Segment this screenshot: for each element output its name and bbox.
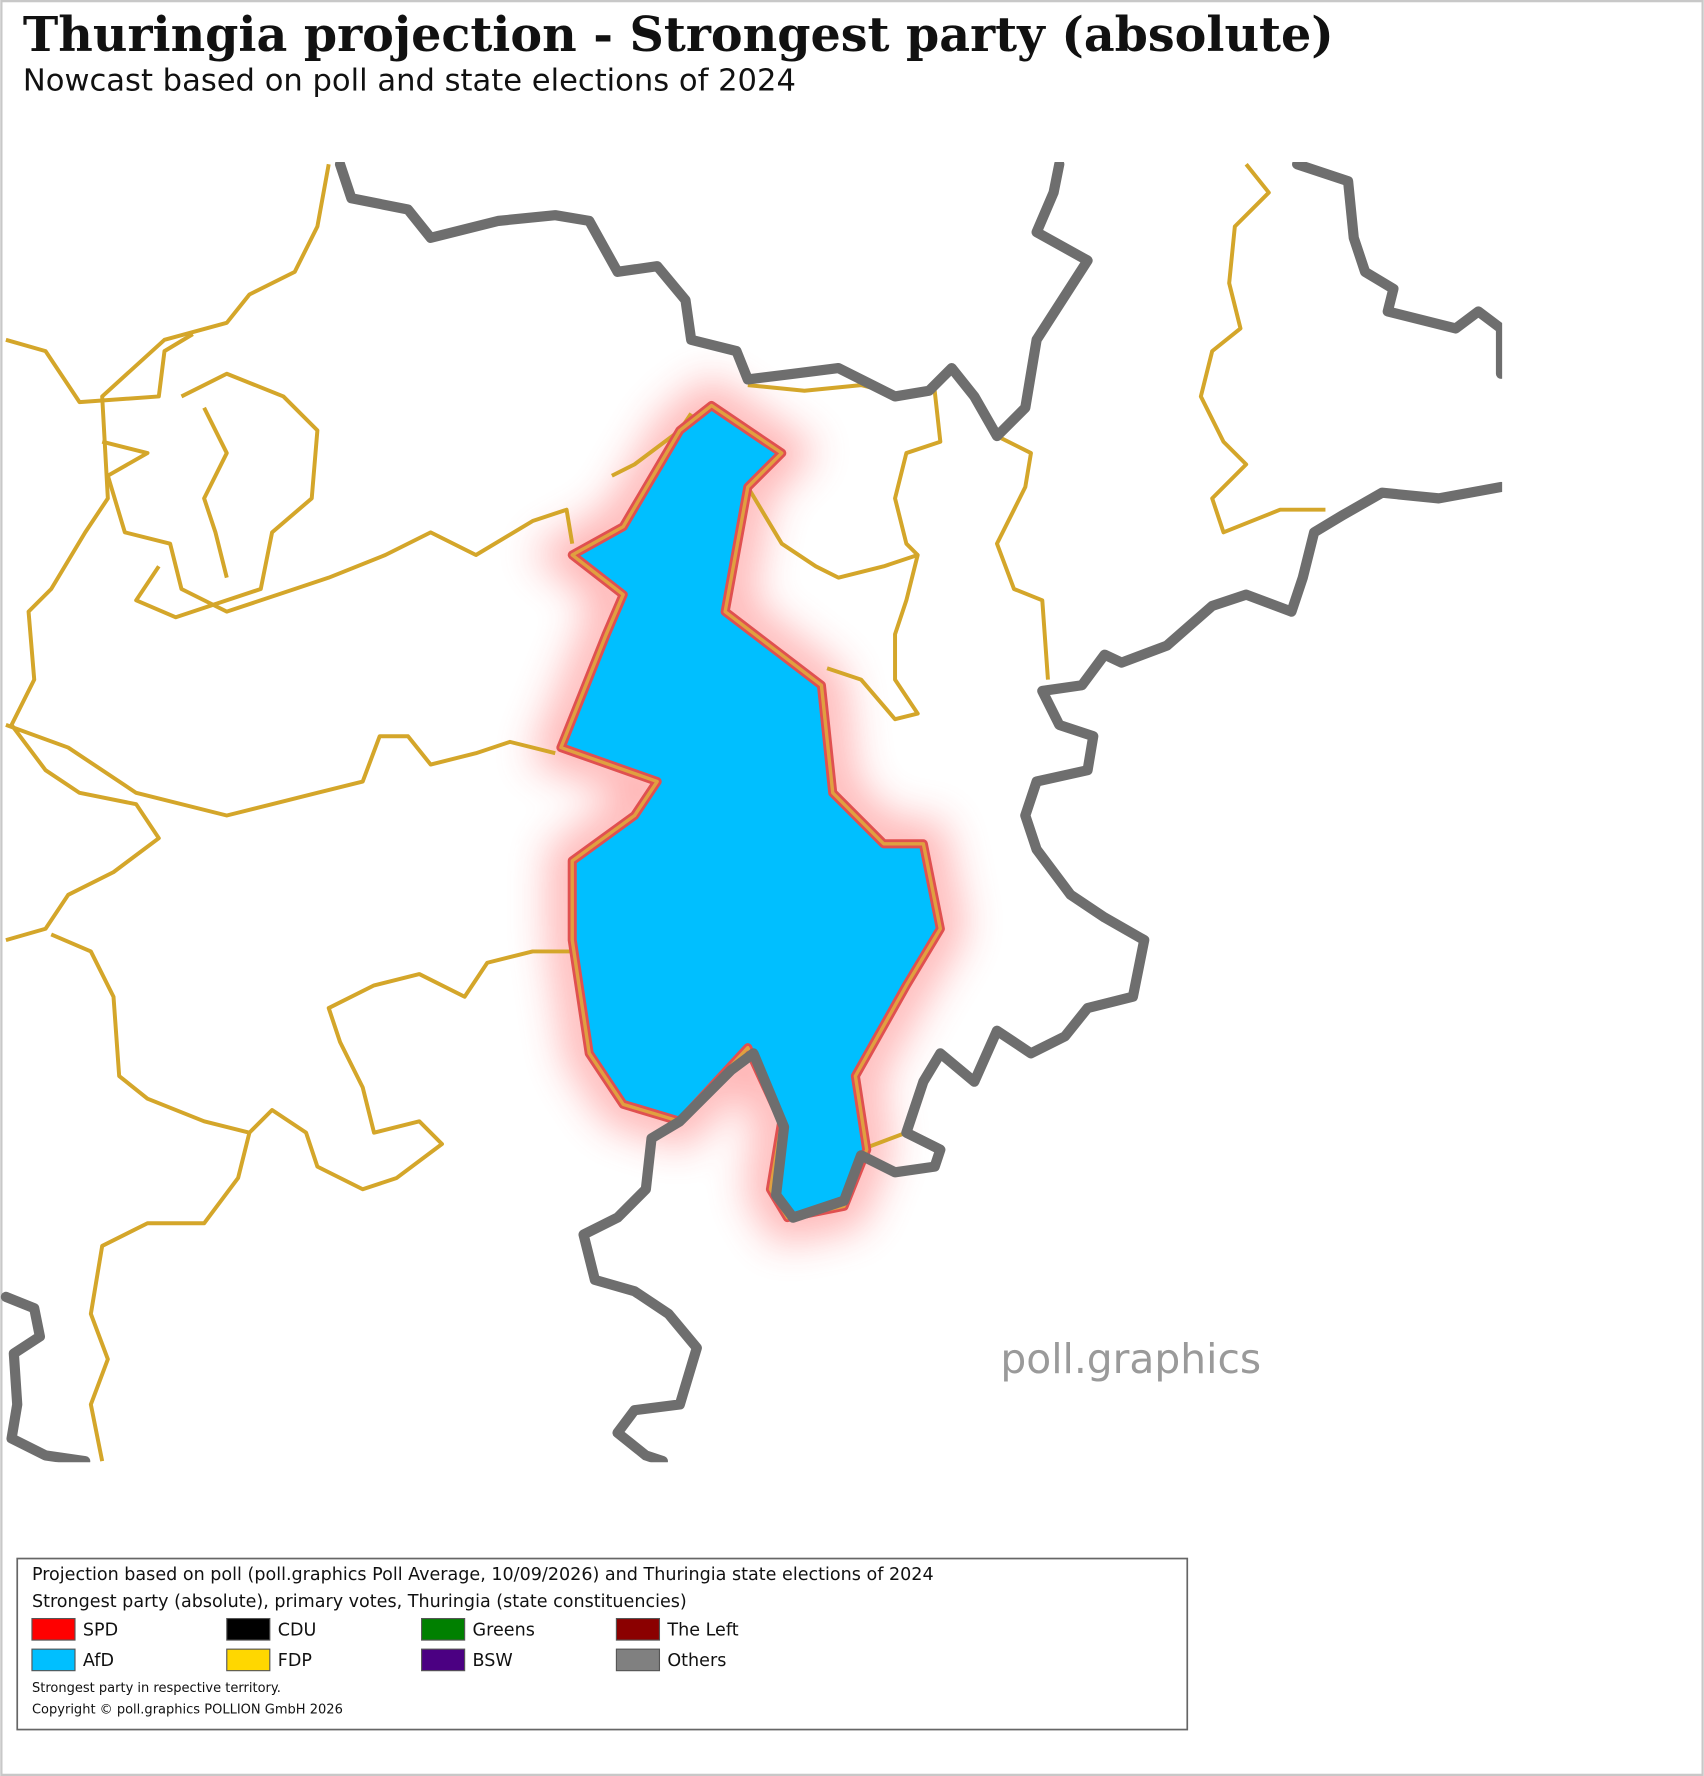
title: Thuringia projection - Strongest party (… (23, 7, 1334, 63)
legend-heading: Strongest party (absolute), primary vote… (32, 1592, 687, 1612)
watermark: poll.graphics (1000, 1335, 1261, 1383)
legend-swatch (421, 1617, 466, 1641)
state-borders (0, 161, 1503, 1463)
legend-swatch (615, 1617, 661, 1641)
legend-box (16, 1557, 1189, 1731)
legend-note: Strongest party in respective territory. (32, 1681, 281, 1696)
subtitle: Nowcast based on poll and state election… (23, 64, 796, 99)
legend-swatch (226, 1648, 271, 1672)
legend-note: Copyright © poll.graphics POLLION GmbH 2… (32, 1703, 343, 1718)
legend-label: Others (667, 1651, 726, 1671)
legend-label: AfD (83, 1651, 114, 1671)
map (0, 161, 1503, 1463)
legend-heading: Projection based on poll (poll.graphics … (32, 1565, 934, 1585)
legend-swatch (615, 1648, 661, 1672)
legend-swatch (31, 1648, 76, 1672)
legend-label: The Left (666, 1621, 738, 1641)
legend-label: FDP (278, 1651, 312, 1671)
legend-label: BSW (473, 1651, 513, 1671)
legend-swatch (31, 1617, 76, 1641)
legend-swatch (421, 1648, 466, 1672)
legend-label: CDU (278, 1621, 317, 1641)
legend-swatch (226, 1617, 271, 1641)
legend-label: Greens (473, 1621, 535, 1641)
legend-label: SPD (83, 1621, 118, 1641)
constituency-borders (5, 162, 1326, 1462)
legend: Projection based on poll (poll.graphics … (31, 1565, 934, 1718)
